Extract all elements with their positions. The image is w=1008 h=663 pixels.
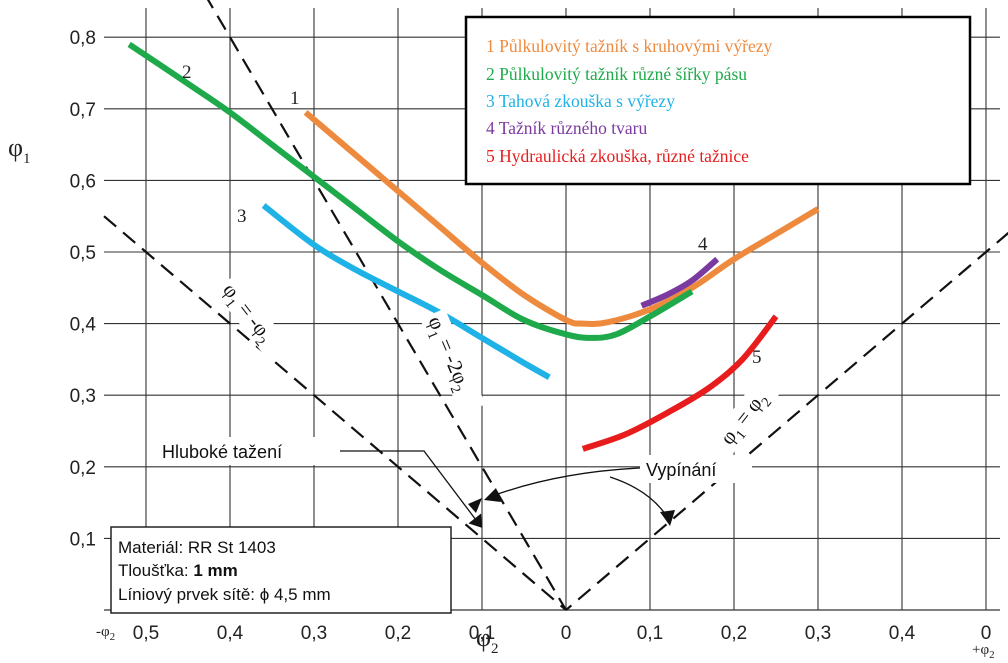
x-axis-title: φ2 <box>476 623 499 657</box>
curve-number-5: 5 <box>752 347 762 368</box>
y-tick-label: 0,7 <box>70 100 96 121</box>
legend-item-5: 5 Hydraulická zkouška, různé tažnice <box>486 146 749 166</box>
legend-item-3: 3 Tahová zkouška s výřezy <box>486 91 675 111</box>
deep-drawing-annotation: Hluboké tažení <box>156 437 483 528</box>
y-tick-label: 0,3 <box>70 386 96 407</box>
thickness-text: Tloušťka: 1 mm <box>118 561 238 580</box>
y-axis-title: φ1 <box>8 133 31 167</box>
material-info-box: Materiál: RR St 1403 Tloušťka: 1 mm Líni… <box>110 526 452 614</box>
x-tick-label: 0,4 <box>217 623 244 644</box>
y-tick-label: 0,6 <box>70 171 96 192</box>
curve-number-2: 2 <box>182 62 192 83</box>
svg-text:-φ2: -φ2 <box>96 624 115 643</box>
series-2-curve <box>127 41 694 341</box>
curve-number-3: 3 <box>237 206 247 227</box>
x-tick-label: 0,3 <box>805 623 831 644</box>
x-tick-label: 0,5 <box>133 623 159 644</box>
x-tick-label: 0,3 <box>301 623 327 644</box>
svg-text:Vypínání: Vypínání <box>646 460 716 480</box>
x-tick-label: 0,2 <box>721 623 747 644</box>
legend: 1 Půlkulovitý tažník s kruhovými výřezy … <box>464 15 972 186</box>
y-tick-label: 0,8 <box>70 28 96 49</box>
svg-text:φ2: φ2 <box>476 623 499 657</box>
material-text: Materiál: RR St 1403 <box>118 538 276 557</box>
guide-lines <box>103 0 1008 611</box>
curves <box>127 41 820 452</box>
svg-text:+φ2: +φ2 <box>972 642 995 661</box>
series-1-curve <box>303 110 820 327</box>
series-3-curve <box>261 203 551 380</box>
y-tick-label: 0,4 <box>70 315 97 336</box>
y-tick-label: 0,5 <box>70 243 96 264</box>
curve-number-4: 4 <box>698 234 708 255</box>
curve-number-1: 1 <box>290 88 300 109</box>
guide-line-2 <box>206 0 567 611</box>
axes: 0,1 0,2 0,3 0,4 0,5 0,6 0,7 0,8 0,5 0,4 0,3 0,2 0,1 0… <box>70 28 992 644</box>
legend-item-1: 1 Půlkulovitý tažník s kruhovými výřezy <box>486 36 773 56</box>
x-tick-label: 0 <box>981 623 992 644</box>
legend-item-4: 4 Tažník různého tvaru <box>486 118 647 138</box>
x-tick-label: 0 <box>561 623 572 644</box>
x-tick-label: 0,1 <box>469 623 495 644</box>
stretching-annotation: Vypínání <box>468 455 752 526</box>
guide-line-1 <box>103 215 567 611</box>
y-tick-label: 0,2 <box>70 458 96 479</box>
x-tick-label: 0,2 <box>385 623 411 644</box>
x-tick-label: 0,1 <box>637 623 663 644</box>
x-axis-right-end-label: +φ2 <box>972 642 995 661</box>
x-axis-left-end-label: -φ2 <box>96 624 115 643</box>
svg-text:φ1: φ1 <box>8 133 31 167</box>
x-tick-label: 0,4 <box>889 623 916 644</box>
svg-text:Hluboké tažení: Hluboké tažení <box>162 442 282 462</box>
series-5-curve <box>581 314 779 452</box>
series-4-curve <box>640 256 720 309</box>
guide-line-3 <box>565 231 1008 611</box>
grid-element-text: Líniový prvek sítě: ϕ 4,5 mm <box>118 585 331 604</box>
y-tick-label: 0,1 <box>70 529 96 550</box>
legend-item-2: 2 Půlkulovitý tažník různé šířky pásu <box>486 64 747 84</box>
